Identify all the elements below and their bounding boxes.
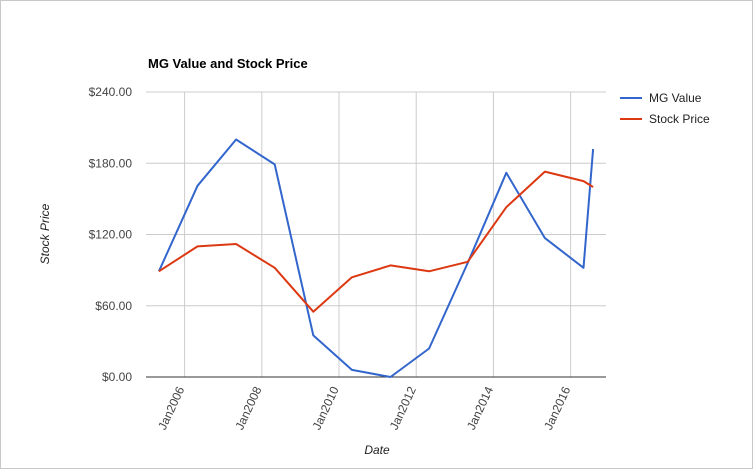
series-layer — [157, 138, 595, 378]
series-line-mg-value — [157, 138, 595, 378]
axis-layer: $0.00 $60.00 $120.00 $180.00 $240.00 Jan2006 J… — [89, 85, 606, 432]
x-tick-label: Jan2016 — [541, 384, 573, 432]
x-tick-label: Jan2006 — [155, 384, 187, 432]
x-tick-label: Jan2010 — [310, 384, 342, 432]
legend: MG Value Stock Price — [620, 91, 710, 126]
x-tick-label: Jan2014 — [464, 384, 496, 432]
x-axis-title: Date — [364, 443, 390, 457]
y-tick-label: $120.00 — [89, 228, 133, 242]
chart-title: MG Value and Stock Price — [148, 56, 308, 71]
y-tick-label: $0.00 — [102, 370, 132, 384]
y-tick-label: $60.00 — [95, 299, 132, 313]
y-tick-label: $180.00 — [89, 156, 133, 170]
legend-label: Stock Price — [649, 112, 710, 126]
x-tick-label: Jan2008 — [232, 384, 264, 432]
y-axis-title: Stock Price — [38, 203, 52, 264]
series-line-stock-price — [158, 170, 594, 313]
y-tick-label: $240.00 — [89, 85, 133, 99]
legend-label: MG Value — [649, 91, 702, 105]
grid-layer — [146, 91, 606, 377]
x-tick-label: Jan2012 — [387, 384, 419, 432]
